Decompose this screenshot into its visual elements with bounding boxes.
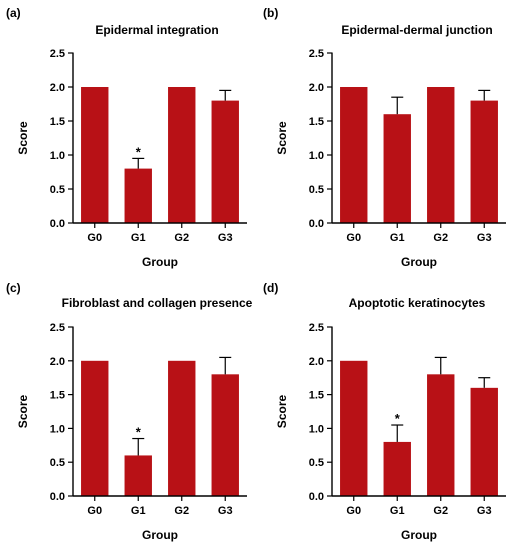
bar <box>383 441 411 496</box>
significance-marker: * <box>395 411 401 426</box>
bar-chart: 0.0 0.5 1.0 1.5 2.0 2.5 G0 G1 G2 G3 Group Score <box>275 48 506 269</box>
significance-marker: * <box>136 144 142 159</box>
panel-letter: (b) <box>263 6 278 20</box>
x-tick-label: G0 <box>346 505 361 517</box>
y-tick-label: 0.5 <box>50 184 65 196</box>
y-tick-label: 1.0 <box>50 150 65 162</box>
x-axis-label: Group <box>401 528 437 542</box>
x-tick-label: G1 <box>390 232 405 244</box>
y-tick-label: 1.5 <box>50 116 65 128</box>
y-tick-label: 0.0 <box>50 491 65 503</box>
x-axis-label: Group <box>401 255 437 269</box>
x-tick-label: G0 <box>87 232 102 244</box>
bar <box>427 87 455 223</box>
y-tick-label: 2.5 <box>309 48 324 60</box>
y-axis-label: Score <box>16 121 30 155</box>
y-tick-label: 1.0 <box>50 423 65 435</box>
y-tick-label: 1.5 <box>50 390 65 402</box>
bar <box>124 168 152 223</box>
panel-title: Epidermal-dermal junction <box>341 23 492 37</box>
x-axis-label: Group <box>142 255 178 269</box>
y-tick-label: 2.5 <box>50 322 65 334</box>
y-tick-label: 2.0 <box>309 356 324 368</box>
bar <box>124 455 152 496</box>
bar <box>211 374 239 496</box>
x-axis-label: Group <box>142 528 178 542</box>
panel-d: (d) Apoptotic keratinocytes * 0.0 0.5 1.0 1.… <box>263 281 506 542</box>
y-tick-label: 1.5 <box>309 116 324 128</box>
x-tick-label: G2 <box>174 232 189 244</box>
y-axis-label: Score <box>16 395 30 429</box>
y-tick-label: 0.0 <box>309 218 324 230</box>
x-tick-label: G0 <box>87 505 102 517</box>
bar <box>470 387 498 496</box>
panel-c: (c) Fibroblast and collagen presence * 0.… <box>6 281 253 542</box>
y-tick-label: 1.0 <box>309 150 324 162</box>
x-tick-label: G3 <box>477 232 492 244</box>
bar <box>81 360 109 496</box>
bar <box>81 87 109 223</box>
y-tick-label: 0.5 <box>309 457 324 469</box>
y-tick-label: 1.5 <box>309 390 324 402</box>
x-tick-label: G1 <box>131 505 146 517</box>
bar <box>168 360 196 496</box>
y-tick-label: 2.5 <box>309 322 324 334</box>
bar <box>211 100 239 223</box>
y-axis-label: Score <box>275 395 289 429</box>
bar <box>340 87 368 223</box>
y-tick-label: 0.5 <box>309 184 324 196</box>
x-tick-label: G3 <box>218 232 233 244</box>
bar-chart: * 0.0 0.5 1.0 1.5 2.0 2.5 G0 G1 G2 G3 Group Score <box>16 322 247 542</box>
y-tick-label: 2.5 <box>50 48 65 60</box>
x-tick-label: G1 <box>131 232 146 244</box>
y-tick-label: 0.5 <box>50 457 65 469</box>
bar <box>427 374 455 496</box>
panel-title: Fibroblast and collagen presence <box>62 296 253 310</box>
bar <box>168 87 196 223</box>
bar <box>470 100 498 223</box>
x-tick-label: G3 <box>218 505 233 517</box>
panel-letter: (c) <box>6 281 21 295</box>
panel-letter: (a) <box>6 6 21 20</box>
panel-b: (b) Epidermal-dermal junction 0.0 0.5 1.0 1… <box>263 6 506 269</box>
y-tick-label: 1.0 <box>309 423 324 435</box>
panel-a: (a) Epidermal integration * 0.0 0.5 1.0 1.5 2… <box>6 6 247 269</box>
panel-title: Epidermal integration <box>95 23 218 37</box>
x-tick-label: G0 <box>346 232 361 244</box>
bar-chart: * 0.0 0.5 1.0 1.5 2.0 2.5 G0 G1 G2 G3 Group Score <box>16 48 247 269</box>
y-axis-label: Score <box>275 121 289 155</box>
panel-letter: (d) <box>263 281 278 295</box>
y-tick-label: 0.0 <box>309 491 324 503</box>
x-tick-label: G2 <box>433 505 448 517</box>
bar <box>340 360 368 496</box>
y-tick-label: 2.0 <box>309 82 324 94</box>
y-tick-label: 0.0 <box>50 218 65 230</box>
bar-chart: * 0.0 0.5 1.0 1.5 2.0 2.5 G0 G1 G2 G3 Group Score <box>275 322 506 542</box>
y-tick-label: 2.0 <box>50 356 65 368</box>
x-tick-label: G3 <box>477 505 492 517</box>
panel-title: Apoptotic keratinocytes <box>349 296 486 310</box>
x-tick-label: G2 <box>433 232 448 244</box>
x-tick-label: G2 <box>174 505 189 517</box>
bar <box>383 114 411 223</box>
x-tick-label: G1 <box>390 505 405 517</box>
significance-marker: * <box>136 425 142 440</box>
y-tick-label: 2.0 <box>50 82 65 94</box>
